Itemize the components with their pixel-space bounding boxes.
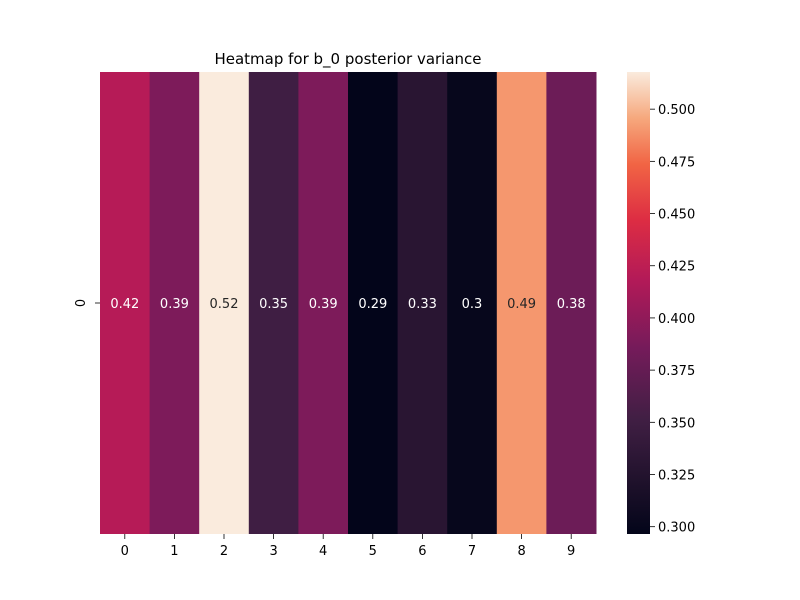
colorbar-tick-label: 0.400 <box>658 312 695 327</box>
x-tick-label: 0 <box>121 544 129 559</box>
colorbar: 0.300 0.325 0.350 0.375 0.400 0.425 0.450 0.475… <box>627 72 695 536</box>
heatmap-cell <box>298 72 349 534</box>
x-tick-label: 5 <box>369 544 377 559</box>
heatmap-cell <box>348 72 399 534</box>
cell-annotation: 0.49 <box>507 297 536 312</box>
x-tick-label: 1 <box>170 544 178 559</box>
x-tick-label: 9 <box>567 544 575 559</box>
x-tick-label: 2 <box>220 544 228 559</box>
chart-title: Heatmap for b_0 posterior variance <box>214 50 481 69</box>
cell-annotation: 0.39 <box>160 297 189 312</box>
cell-annotation: 0.52 <box>210 297 239 312</box>
heatmap-cell <box>546 72 597 534</box>
colorbar-tick-label: 0.375 <box>658 364 695 379</box>
x-tick-label: 8 <box>517 544 525 559</box>
heatmap-cell <box>447 72 498 534</box>
colorbar-tick-label: 0.300 <box>658 521 695 536</box>
cell-annotation: 0.39 <box>309 297 338 312</box>
heatmap-cell <box>100 72 151 534</box>
x-tick-label: 6 <box>418 544 426 559</box>
heatmap-cell <box>397 72 448 534</box>
colorbar-tick-label: 0.500 <box>658 103 695 118</box>
colorbar-gradient <box>627 72 650 534</box>
x-tick-label: 4 <box>319 544 327 559</box>
heatmap-cell <box>496 72 547 534</box>
x-tick-label: 3 <box>269 544 277 559</box>
heatmap-cell <box>199 72 250 534</box>
cell-annotation: 0.3 <box>462 297 483 312</box>
heatmap-cell <box>149 72 200 534</box>
colorbar-tick-label: 0.350 <box>658 416 695 431</box>
heatmap-cell <box>248 72 299 534</box>
colorbar-tick-label: 0.475 <box>658 155 695 170</box>
heatmap-cells: 0.42 0.39 0.52 0.35 0.39 0.29 0.33 0.3 0.49 0.38 <box>100 72 597 534</box>
cell-annotation: 0.29 <box>358 297 387 312</box>
x-axis: 0 1 2 3 4 5 6 7 8 9 <box>121 534 575 559</box>
y-axis: 0 <box>74 299 100 307</box>
y-tick-label: 0 <box>74 299 89 307</box>
cell-annotation: 0.35 <box>259 297 288 312</box>
cell-annotation: 0.42 <box>110 297 139 312</box>
cell-annotation: 0.38 <box>557 297 586 312</box>
colorbar-tick-label: 0.325 <box>658 469 695 484</box>
cell-annotation: 0.33 <box>408 297 437 312</box>
colorbar-tick-label: 0.425 <box>658 260 695 275</box>
x-tick-label: 7 <box>468 544 476 559</box>
colorbar-tick-label: 0.450 <box>658 208 695 223</box>
